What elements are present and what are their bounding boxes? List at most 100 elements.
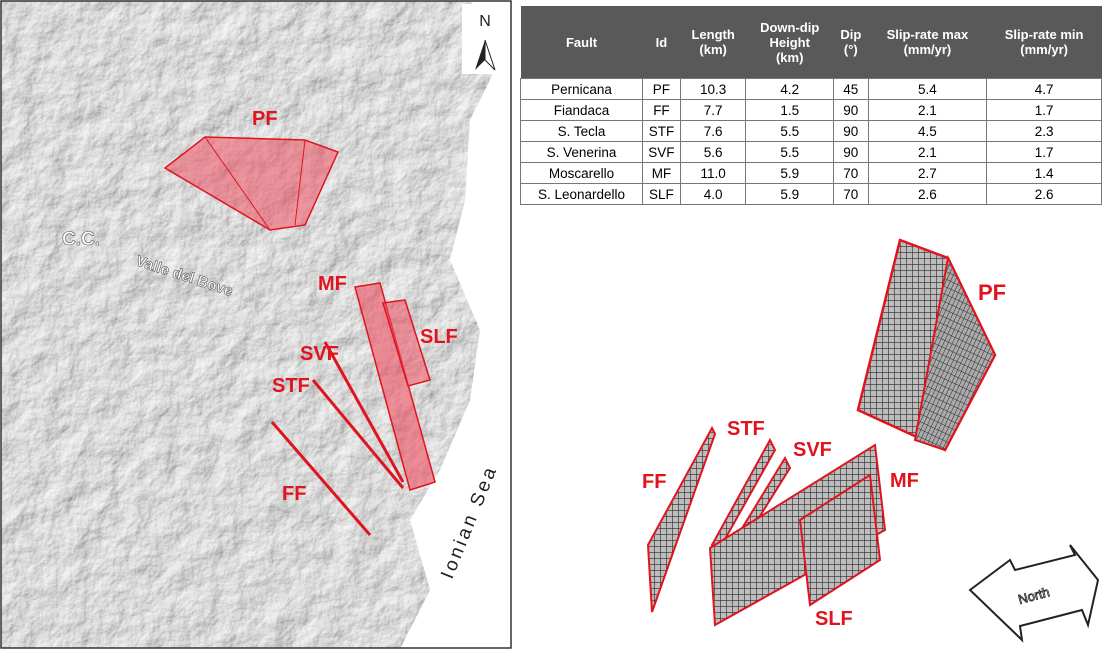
header-row: Fault Id Length (km) Down-dip Height (km) Dip (°… [520,6,1102,79]
table-cell: 5.4 [867,78,988,100]
table-cell: Moscarello [519,162,644,184]
table-cell: 2.1 [867,99,988,121]
table-cell: S. Venerina [519,141,644,163]
table-cell: 5.5 [745,120,834,142]
label-ff: FF [282,483,306,505]
label3d-pf: PF [978,280,1006,305]
map-border [0,0,512,649]
label-slf: SLF [420,326,458,348]
table-cell: 4.7 [986,78,1102,100]
fault-svf [323,341,405,483]
table-cell: 7.7 [679,99,747,121]
table-cell: 1.7 [986,141,1102,163]
table-cell: 4.5 [867,120,988,142]
header-text: Down-dip [760,19,820,35]
table-cell: FF [642,99,681,121]
label-mf: MF [318,273,347,295]
table-cell: 5.6 [679,141,747,163]
table-cell: SVF [642,141,681,163]
table-cell: SLF [642,183,681,205]
header-text: (km) [775,49,804,65]
label3d-ff: FF [642,471,666,493]
fault-ff [270,421,372,536]
header-text: Slip-rate min [1004,27,1084,42]
fault-slf [382,299,431,387]
label3d-mf: MF [890,470,919,492]
table-row: Moscarello MF 11.0 5.9 70 2.7 1.4 [519,162,1102,184]
table-cell: 1.7 [986,99,1102,121]
table-cell: 2.6 [986,183,1102,205]
table-cell: PF [642,78,681,100]
mesh-slf [798,473,882,607]
table-cell: 2.6 [867,183,988,205]
north-box [462,4,508,74]
label3d-slf: SLF [815,608,853,630]
table-cell: 70 [833,162,869,184]
label-svf: SVF [300,343,339,365]
header-cell: Slip-rate max (mm/yr) [868,6,987,79]
table-cell: 2.7 [867,162,988,184]
header-cell: Down-dip Height (km) [745,6,834,79]
table-cell: 1.5 [745,99,834,121]
table-cell: 70 [833,183,869,205]
header-text: (°) [843,42,858,57]
table-cell: 90 [833,120,869,142]
sea [400,0,511,649]
table-cell: 4.0 [679,183,747,205]
table-cell: 11.0 [679,162,747,184]
north-label: N [479,13,491,30]
mesh-pf-side [913,254,997,452]
table-head: Fault Id Length (km) Down-dip Height (km) Dip (°… [520,6,1102,79]
label-pf: PF [252,108,278,130]
table-cell: 5.5 [745,141,834,163]
table-cell: 2.1 [867,141,988,163]
table-cell: 5.9 [745,183,834,205]
header-cell: Length (km) [680,6,746,79]
header-cell: Dip (°) [833,6,869,79]
fault-mf [354,282,436,491]
map: N PF C.C. Valle del Bove MF SLF SVF STF … [0,0,512,649]
header-text: Length [691,27,735,42]
label3d-svf: SVF [793,439,832,461]
table-cell: 45 [833,78,869,100]
north-arrow [475,40,485,70]
table-cell: MF [642,162,681,184]
table-cell: S. Leonardello [519,183,644,205]
table-cell: STF [642,120,681,142]
header-text: Fault [565,34,598,50]
header-text: (km) [699,42,727,57]
table-cell: Pernicana [519,78,644,100]
table-row: Pernicana PF 10.3 4.2 45 5.4 4.7 [519,78,1102,100]
fault-model-3d: PF STF SVF FF MF SLF North [642,238,1100,643]
mesh-mf [708,443,887,627]
table-cell: 1.4 [986,162,1102,184]
table-cell: 4.2 [745,78,834,100]
table-cell: Fiandaca [519,99,644,121]
table-cell: 7.6 [679,120,747,142]
header-cell: Id [642,6,681,79]
table-cell: 5.9 [745,162,834,184]
table-row: S. Venerina SVF 5.6 5.5 90 2.1 1.7 [519,141,1102,163]
table-cell: 2.3 [986,120,1102,142]
table-cell: 90 [833,141,869,163]
table-body: Pernicana PF 10.3 4.2 45 5.4 4.7 Fiandaca FF 7.7 1… [519,78,1102,205]
label3d-stf: STF [727,418,765,440]
north-arrow [484,39,496,71]
table-row: S. Leonardello SLF 4.0 5.9 70 2.6 2.6 [519,183,1102,205]
north-arrow-3d [968,544,1100,643]
fault-edge [204,136,306,231]
table-cell: 10.3 [679,78,747,100]
table-cell: S. Tecla [519,120,644,142]
table-cell: 90 [833,99,869,121]
mesh-ff [646,425,717,613]
header-text: Id [655,34,668,50]
table-row: S. Tecla STF 7.6 5.5 90 4.5 2.3 [519,120,1102,142]
label-stf: STF [272,375,310,397]
header-text: Slip-rate max [886,27,969,42]
header-text: (mm/yr) [903,42,952,57]
header-text: (mm/yr) [1020,42,1068,57]
table-row: Fiandaca FF 7.7 1.5 90 2.1 1.7 [519,99,1102,121]
header-cell: Slip-rate min (mm/yr) [986,6,1102,79]
